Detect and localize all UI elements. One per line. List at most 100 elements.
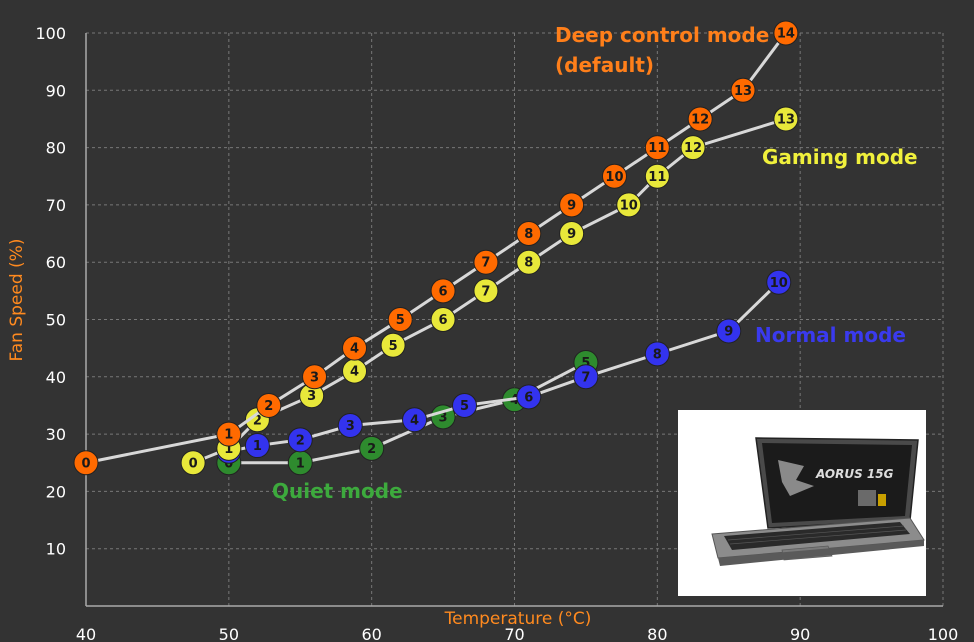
x-tick-label: 70 [504, 625, 524, 642]
data-point [516, 384, 542, 410]
data-point [601, 163, 627, 189]
data-point-label: 10 [770, 276, 788, 291]
data-point-label: 5 [396, 313, 405, 328]
data-point [730, 77, 756, 103]
data-point-label: 11 [648, 170, 666, 185]
x-tick-label: 40 [76, 625, 96, 642]
data-point [680, 135, 706, 161]
data-point [342, 335, 368, 361]
data-point [256, 392, 282, 418]
data-point [716, 318, 742, 344]
x-tick-label: 60 [361, 625, 381, 642]
laptop-image: AORUS 15G [678, 410, 926, 596]
data-point [573, 364, 599, 390]
data-point-label: 8 [524, 227, 533, 242]
data-point-label: 9 [567, 227, 576, 242]
data-point-label: 9 [567, 198, 576, 213]
data-point [430, 307, 456, 332]
series-name-label: (default) [555, 53, 654, 77]
data-point [687, 106, 713, 132]
data-point [616, 192, 642, 218]
data-point [402, 407, 428, 433]
series-name-label: Normal mode [755, 323, 906, 347]
data-point [337, 413, 363, 439]
data-point-label: 2 [367, 442, 376, 457]
data-point-label: 8 [524, 256, 533, 271]
data-point [216, 421, 242, 447]
data-point [644, 163, 670, 189]
data-point-label: 3 [310, 370, 319, 385]
data-point [473, 249, 499, 275]
data-point-label: 5 [460, 399, 469, 414]
data-point-label: 3 [346, 419, 355, 434]
data-point-label: 1 [253, 439, 262, 454]
data-point [473, 278, 499, 304]
data-point [73, 450, 99, 476]
data-point [359, 435, 385, 461]
data-point-label: 11 [648, 141, 666, 156]
data-point-label: 4 [350, 365, 359, 380]
data-point-label: 6 [524, 390, 533, 405]
series-labels: Quiet mode Normal mode Gaming mode Deep con… [272, 23, 918, 503]
series-line [85, 32, 788, 465]
series-name-label: Gaming mode [762, 145, 918, 169]
data-point [180, 450, 206, 476]
data-point-label: 5 [389, 339, 398, 354]
x-tick-label: 90 [790, 625, 810, 642]
data-point-label: 2 [253, 413, 262, 428]
laptop-logo-text: AORUS 15G [815, 467, 894, 481]
y-axis-title: Fan Speed (%) [7, 239, 27, 362]
series-name-label: Quiet mode [272, 479, 403, 503]
data-point-label: 8 [653, 347, 662, 362]
y-tick-label: 60 [46, 253, 66, 272]
data-point [559, 221, 585, 247]
data-point-label: 5 [581, 356, 590, 371]
data-point-label: 3 [439, 410, 448, 425]
data-point-label: 4 [350, 342, 359, 357]
data-point-label: 0 [81, 456, 90, 471]
data-point-label: 2 [264, 399, 273, 414]
y-tick-label: 40 [46, 368, 66, 387]
data-point-label: 7 [581, 370, 590, 385]
y-tick-label: 10 [46, 540, 66, 559]
y-tick-label: 80 [46, 139, 66, 158]
data-point [244, 433, 270, 459]
data-point-label: 12 [684, 141, 702, 156]
y-tick-label: 90 [46, 81, 66, 100]
x-tick-label: 100 [928, 625, 959, 642]
data-point [559, 192, 585, 218]
x-tick-label: 80 [647, 625, 667, 642]
data-point-label: 10 [620, 198, 638, 213]
data-point-label: 12 [691, 112, 709, 127]
data-point-label: 7 [481, 256, 490, 271]
data-point-label: 7 [481, 284, 490, 299]
data-point [380, 332, 406, 358]
y-tick-label: 20 [46, 482, 66, 501]
data-point-label: 2 [296, 433, 305, 448]
x-tick-label: 50 [219, 625, 239, 642]
data-point-label: 6 [439, 313, 448, 328]
data-point [644, 135, 670, 161]
y-tick-label: 70 [46, 196, 66, 215]
data-point-label: 3 [307, 389, 316, 404]
data-point [516, 249, 542, 275]
data-point [773, 106, 799, 132]
data-point-label: 9 [724, 324, 733, 339]
data-point-label: 4 [510, 393, 519, 408]
data-point-label: 0 [189, 456, 198, 471]
data-point-label: 1 [224, 428, 233, 443]
data-point [302, 364, 328, 390]
data-point [287, 427, 313, 453]
laptop-illustration: AORUS 15G [711, 437, 925, 566]
data-point-label: 13 [734, 84, 752, 99]
data-point [516, 221, 542, 247]
series-layer: 0123450123456789100123456789101112130123… [73, 20, 799, 476]
data-point [452, 392, 478, 418]
y-tick-label: 100 [35, 24, 66, 43]
data-point [387, 307, 413, 332]
data-point-label: 1 [224, 442, 233, 457]
